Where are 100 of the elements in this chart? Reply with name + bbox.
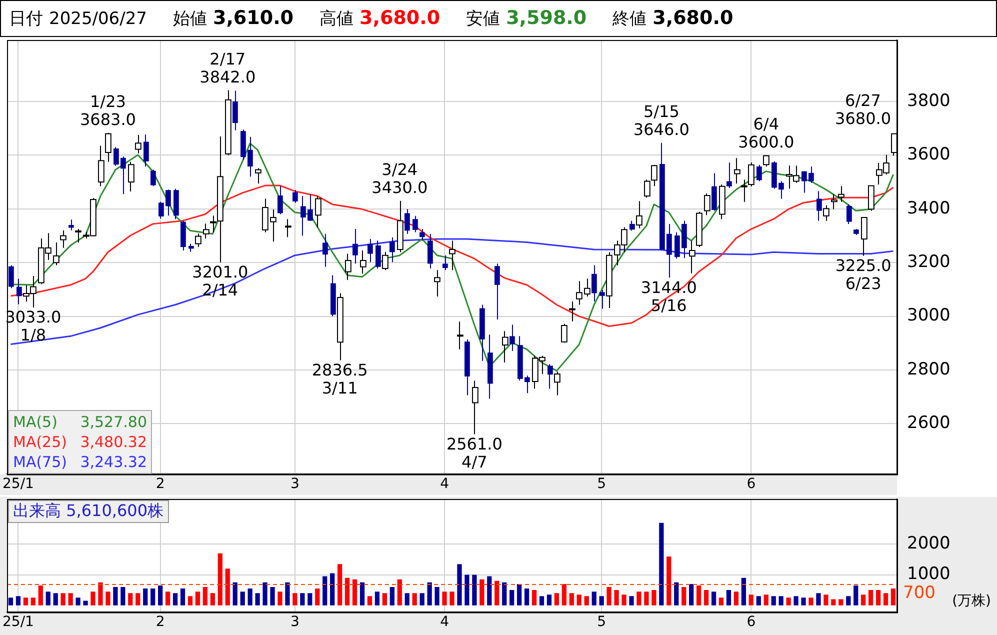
bar — [883, 593, 888, 606]
bar — [374, 592, 380, 606]
y-tick-label: 3600 — [907, 144, 950, 165]
bar — [554, 593, 560, 606]
bar — [382, 593, 388, 606]
bar — [569, 593, 574, 606]
candlestick — [368, 238, 373, 263]
candlestick — [278, 186, 283, 215]
bar — [734, 592, 739, 606]
bar — [60, 593, 66, 606]
bar — [464, 574, 470, 606]
candlestick — [376, 240, 381, 270]
bar — [188, 596, 193, 606]
text: 終値 3,680.0 — [612, 7, 734, 29]
candlestick — [232, 90, 238, 131]
annotation: 3/24 3430.0 — [372, 160, 428, 197]
bar — [606, 586, 612, 606]
bar — [120, 586, 126, 606]
bar — [524, 588, 530, 606]
bar — [846, 596, 851, 606]
bar — [442, 592, 447, 606]
bar — [622, 594, 626, 606]
x-tick-label: 3 — [290, 614, 300, 630]
text: MA(5) 3,527.80 — [13, 413, 147, 432]
bar — [629, 596, 634, 606]
bar — [562, 584, 567, 606]
bar — [315, 588, 320, 606]
bar — [711, 592, 716, 606]
y-tick-label: 3400 — [907, 198, 950, 218]
bar — [696, 585, 702, 606]
bar — [225, 568, 230, 606]
candlestick — [352, 228, 358, 264]
annotation: 2836.5 3/11 — [312, 360, 368, 398]
bar — [659, 522, 664, 606]
bar — [741, 578, 746, 606]
text: MA(75) 3,243.32 — [13, 452, 147, 472]
candlestick — [816, 190, 822, 222]
candlestick — [756, 164, 762, 182]
bar — [412, 593, 417, 606]
bar — [868, 590, 874, 606]
candlestick — [712, 172, 717, 212]
bar — [427, 582, 432, 606]
bar — [16, 596, 21, 606]
bar — [704, 590, 709, 606]
candlestick — [420, 228, 425, 242]
bar — [165, 592, 170, 606]
bar — [270, 586, 275, 606]
bar — [771, 596, 776, 606]
annotation: 1/23 3683.0 — [80, 92, 136, 130]
bar — [794, 596, 798, 606]
bar — [210, 593, 215, 606]
bar — [614, 590, 619, 606]
bar — [98, 582, 103, 606]
bar — [285, 582, 290, 606]
bar — [292, 593, 298, 606]
ref-line-label: 700 — [903, 582, 936, 603]
annotation: 5/15 3646.0 — [633, 102, 690, 139]
bar — [150, 588, 156, 606]
bar — [786, 598, 791, 606]
candlestick — [494, 263, 500, 320]
bar — [23, 598, 28, 606]
bar — [576, 594, 582, 606]
bar — [404, 593, 410, 606]
bar — [487, 576, 492, 606]
annotation: 2561.0 4/7 — [446, 434, 502, 472]
bar — [322, 576, 328, 606]
bar — [46, 592, 50, 606]
bar — [8, 598, 14, 606]
bar — [360, 582, 365, 606]
bar — [516, 584, 522, 606]
bar — [838, 599, 844, 606]
candlestick — [68, 219, 74, 231]
bar — [218, 553, 222, 606]
text: MA(25) 3,480.32 — [13, 432, 147, 452]
bar — [718, 598, 724, 606]
bar — [330, 573, 335, 606]
candlestick — [548, 364, 553, 390]
candlestick — [412, 215, 418, 233]
y-tick-label: 2000 — [907, 534, 950, 554]
bar — [539, 596, 544, 606]
bar — [106, 592, 110, 606]
bar — [38, 585, 43, 606]
bar — [831, 599, 836, 606]
bar — [232, 582, 238, 606]
candlestick — [428, 233, 433, 270]
bar — [262, 582, 268, 606]
bar — [344, 578, 350, 606]
bar — [90, 592, 96, 606]
bar — [158, 585, 163, 606]
candlestick — [390, 236, 395, 263]
bar — [532, 590, 537, 606]
bar — [136, 593, 140, 606]
bar — [113, 586, 118, 606]
bar — [202, 586, 208, 606]
bar — [480, 579, 484, 606]
candlestick — [592, 264, 597, 302]
bar — [53, 593, 58, 606]
bar — [689, 584, 694, 606]
x-tick-label: 3 — [290, 476, 300, 492]
bar — [599, 596, 604, 606]
